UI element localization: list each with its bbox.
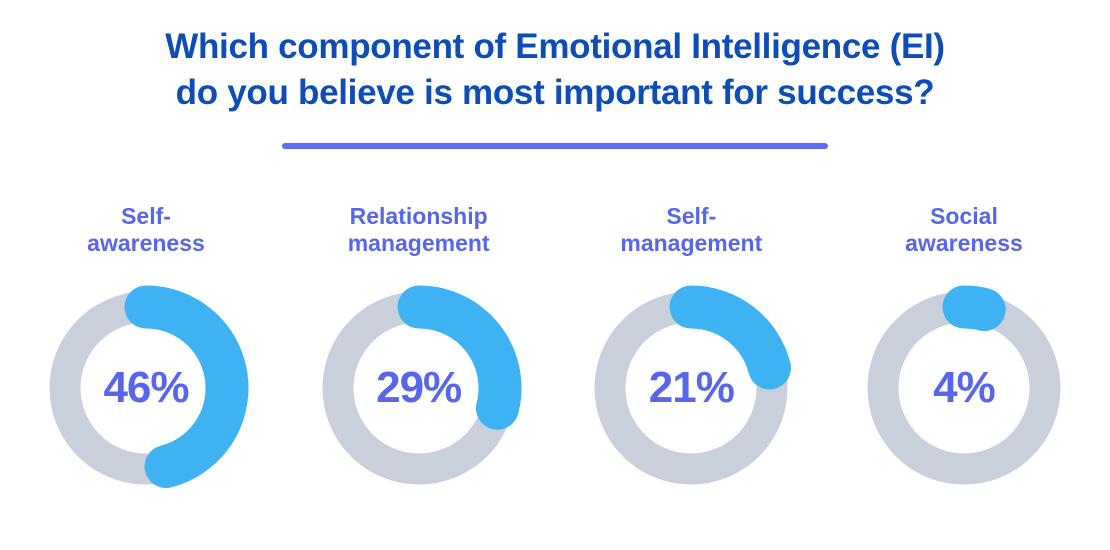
donut-percentage: 21% [648,363,735,412]
title-underline [282,143,828,149]
title-line-2: do you believe is most important for suc… [175,72,935,112]
donut-label: Self- awareness [87,203,205,259]
donut-ring-chart: 29% [316,285,522,491]
title-line-1: Which component of Emotional Intelligenc… [165,27,945,66]
donut-group-self-management: Self- management 21% [555,203,827,491]
infographic-page: Which component of Emotional Intelligenc… [0,24,1110,550]
donut-group-social-awareness: Social awareness 4% [828,203,1100,491]
page-title: Which component of Emotional Intelligenc… [0,24,1110,115]
donut-label: Self- management [620,203,762,259]
donut-label: Relationship management [348,203,490,259]
donut-ring-chart: 46% [43,285,249,491]
donut-ring [588,285,794,491]
donut-group-self-awareness: Self- awareness 46% [10,203,282,491]
donut-percentage: 4% [933,363,996,412]
donut-label: Social awareness [905,203,1023,259]
donut-percentage: 46% [103,363,189,412]
donut-arc [316,285,522,491]
donut-label-line-1: Social [930,203,998,229]
donut-label-line-1: Relationship [349,203,488,229]
donut-percentage: 29% [376,363,462,412]
donut-arc [861,285,1067,491]
donut-label-line-1: Self- [666,203,717,229]
donut-label-line-2: awareness [87,230,205,257]
donut-label-line-1: Self- [121,203,171,229]
donut-arc [43,285,249,491]
donut-ring [861,285,1067,491]
donut-ring-chart: 4% [861,285,1067,491]
donut-label-line-2: management [620,230,763,257]
donut-group-relationship-management: Relationship management 29% [283,203,555,491]
donut-ring [316,285,522,491]
donut-arc [588,285,794,491]
donut-label-line-2: management [347,230,490,257]
donut-label-line-2: awareness [905,230,1023,257]
donut-chart-row: Self- awareness 46% Relationship managem… [0,203,1110,491]
donut-ring-chart: 21% [588,285,794,491]
donut-ring [43,285,249,491]
